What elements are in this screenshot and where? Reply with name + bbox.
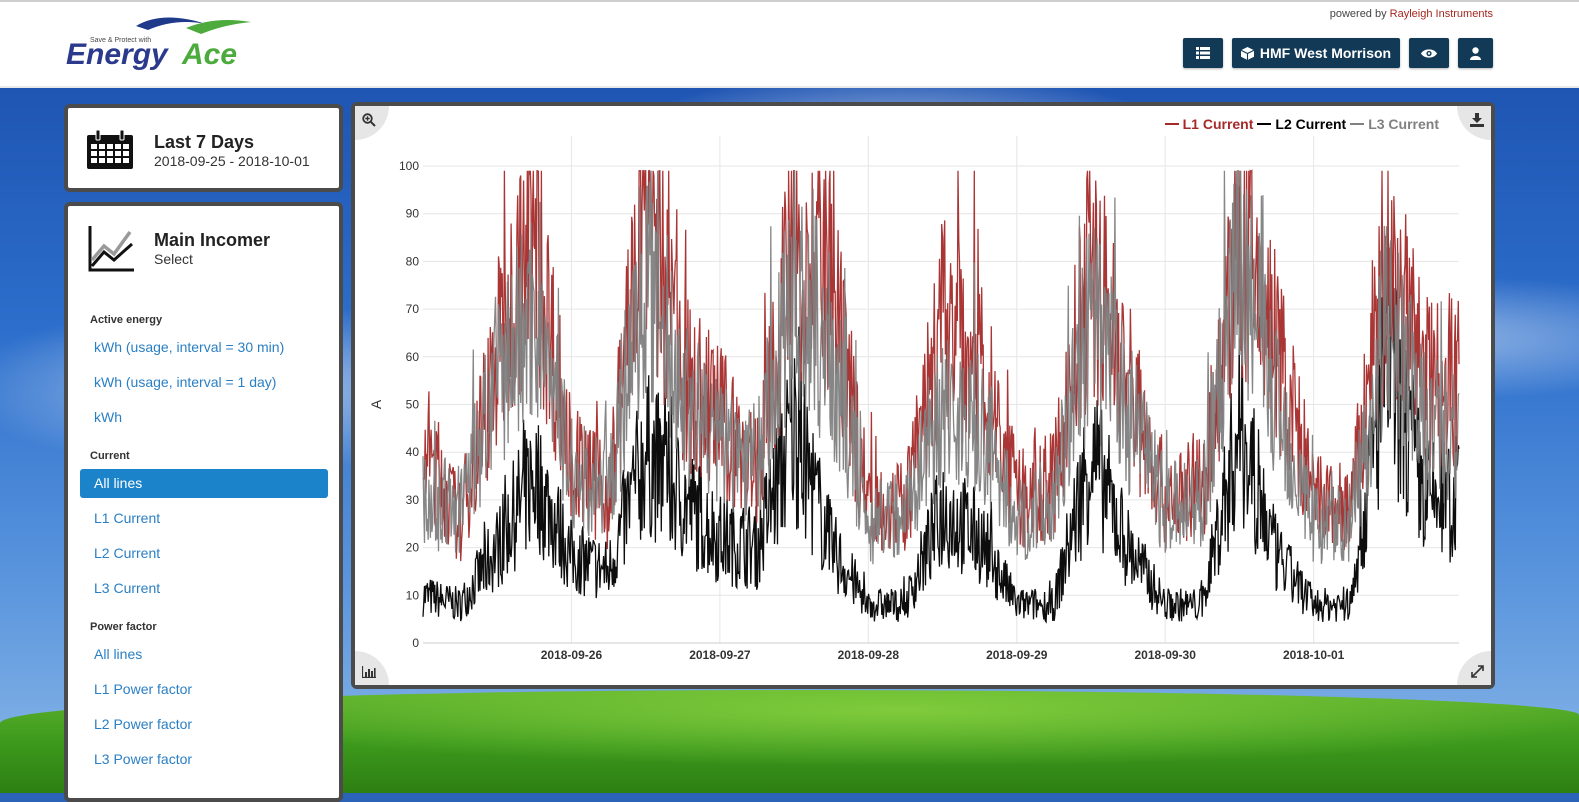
x-tick-label: 2018-09-29 bbox=[986, 648, 1048, 662]
current-line-chart[interactable]: 0 10 20 30 40 50 60 70 80 90 100 2018-09-26 2018-09-… bbox=[355, 106, 1491, 685]
y-tick-label: 20 bbox=[406, 541, 420, 555]
legend-item-l1[interactable]: L1 Current bbox=[1165, 116, 1254, 132]
menu-item-l1-current[interactable]: L1 Current bbox=[80, 504, 328, 533]
user-icon bbox=[1470, 47, 1481, 60]
chart-legend: L1 Current L2 Current L3 Current bbox=[1165, 116, 1439, 132]
y-tick-label: 90 bbox=[406, 207, 420, 221]
view-button[interactable] bbox=[1409, 38, 1449, 68]
menu-item-l3-power-factor[interactable]: L3 Power factor bbox=[80, 745, 328, 774]
y-axis-label: A bbox=[368, 399, 384, 409]
legend-item-l3[interactable]: L3 Current bbox=[1350, 116, 1439, 132]
top-bar: Save & Protect with Energy Ace powered b… bbox=[0, 0, 1579, 88]
powered-by-brand-link[interactable]: Rayleigh Instruments bbox=[1390, 8, 1493, 20]
eye-icon bbox=[1421, 48, 1437, 59]
section-current: Current bbox=[90, 450, 130, 462]
menu-item-l2-current[interactable]: L2 Current bbox=[80, 539, 328, 568]
cube-icon bbox=[1241, 47, 1254, 60]
menu-item-pf-all-lines[interactable]: All lines bbox=[80, 640, 328, 669]
y-tick-label: 10 bbox=[406, 588, 420, 602]
legend-swatch-l2 bbox=[1257, 123, 1271, 125]
logo-energy-text: Energy bbox=[66, 38, 169, 71]
legend-swatch-l3 bbox=[1350, 123, 1364, 125]
site-selector-button[interactable]: HMF West Morrison bbox=[1232, 38, 1400, 68]
site-name: HMF West Morrison bbox=[1260, 45, 1391, 61]
y-tick-label: 100 bbox=[399, 159, 419, 173]
date-range-title: Last 7 Days bbox=[154, 132, 254, 153]
y-tick-label: 30 bbox=[406, 493, 420, 507]
calendar-icon bbox=[86, 130, 134, 170]
legend-item-l2[interactable]: L2 Current bbox=[1257, 116, 1346, 132]
x-tick-label: 2018-09-26 bbox=[541, 648, 603, 662]
x-tick-label: 2018-09-30 bbox=[1135, 648, 1197, 662]
user-button[interactable] bbox=[1458, 38, 1493, 68]
x-tick-label: 2018-09-28 bbox=[838, 648, 900, 662]
legend-swatch-l1 bbox=[1165, 123, 1179, 125]
legend-label-l2: L2 Current bbox=[1275, 116, 1346, 132]
menu-item-kwh-30min[interactable]: kWh (usage, interval = 30 min) bbox=[80, 333, 328, 362]
download-icon bbox=[1470, 113, 1484, 127]
date-range-value: 2018-09-25 - 2018-10-01 bbox=[154, 153, 310, 169]
measurement-menu-panel: Main Incomer Select Active energy kWh (u… bbox=[64, 202, 343, 802]
y-tick-label: 60 bbox=[406, 350, 420, 364]
y-tick-label: 40 bbox=[406, 445, 420, 459]
expand-icon bbox=[1471, 665, 1484, 678]
zoom-in-icon bbox=[362, 113, 376, 127]
powered-by: powered by Rayleigh Instruments bbox=[1330, 8, 1493, 20]
menu-item-l1-power-factor[interactable]: L1 Power factor bbox=[80, 675, 328, 704]
menu-item-l3-current[interactable]: L3 Current bbox=[80, 574, 328, 603]
meter-select-link[interactable]: Select bbox=[154, 251, 193, 267]
menu-item-kwh[interactable]: kWh bbox=[80, 403, 328, 432]
y-tick-label: 80 bbox=[406, 254, 420, 268]
energyace-logo[interactable]: Save & Protect with Energy Ace bbox=[66, 14, 266, 74]
menu-list-button[interactable] bbox=[1183, 38, 1223, 68]
list-icon bbox=[1196, 47, 1210, 59]
legend-label-l1: L1 Current bbox=[1183, 116, 1254, 132]
x-tick-label: 2018-10-01 bbox=[1283, 648, 1345, 662]
line-chart-icon bbox=[86, 224, 136, 274]
date-range-panel[interactable]: Last 7 Days 2018-09-25 - 2018-10-01 bbox=[64, 104, 343, 192]
menu-item-l2-power-factor[interactable]: L2 Power factor bbox=[80, 710, 328, 739]
menu-item-kwh-1day[interactable]: kWh (usage, interval = 1 day) bbox=[80, 368, 328, 397]
y-tick-label: 0 bbox=[412, 636, 419, 650]
x-tick-label: 2018-09-27 bbox=[689, 648, 751, 662]
bar-chart-icon bbox=[362, 666, 376, 678]
logo-ace-text: Ace bbox=[181, 38, 237, 71]
menu-item-current-all-lines[interactable]: All lines bbox=[80, 469, 328, 498]
legend-label-l3: L3 Current bbox=[1368, 116, 1439, 132]
y-tick-label: 50 bbox=[406, 398, 420, 412]
meter-title[interactable]: Main Incomer bbox=[154, 230, 270, 251]
powered-by-label: powered by bbox=[1330, 8, 1387, 20]
chart-panel: 0 10 20 30 40 50 60 70 80 90 100 2018-09-26 2018-09-… bbox=[351, 102, 1495, 689]
section-active-energy: Active energy bbox=[90, 314, 162, 326]
section-power-factor: Power factor bbox=[90, 621, 157, 633]
y-tick-label: 70 bbox=[406, 302, 420, 316]
